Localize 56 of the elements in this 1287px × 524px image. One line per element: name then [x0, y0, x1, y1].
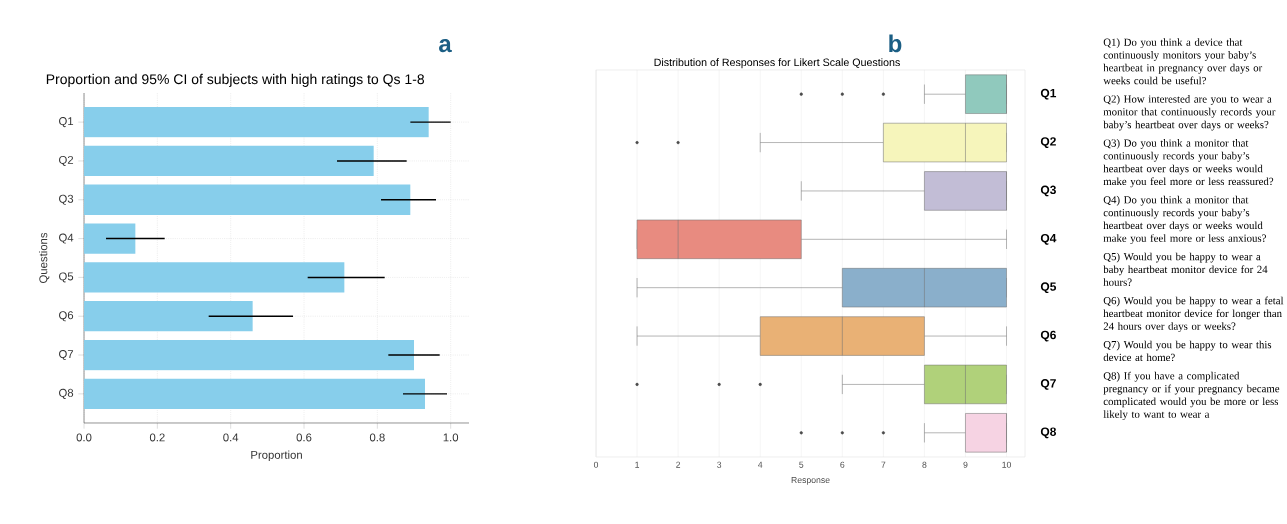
x-tick-label: 9 [963, 461, 968, 468]
text: Q4) Do you think a monitor that continuously records your baby’s heartbeat over days or weeks would make you feel more or less anxious? [1103, 195, 1266, 245]
x-axis-title: Response [791, 477, 830, 485]
bar [84, 301, 253, 332]
y-tick-label: Q6 [59, 311, 74, 322]
text: Q8) If you have a complicated pregnancy or if your pregnancy became complicated would you be more or less likely to want to wear a [1103, 371, 1280, 421]
bar [84, 339, 415, 371]
text: a [439, 39, 452, 53]
y-axis-title: Questions [38, 232, 50, 283]
y-tick-label: Q7 [1040, 379, 1056, 390]
y-tick-label: Q5 [1040, 282, 1057, 294]
x-tick-label: 6 [840, 461, 845, 468]
x-tick-label: 0.6 [296, 433, 312, 442]
x-tick-label: 4 [758, 461, 763, 468]
text: Q6) Would you be happy to wear a fetal heartbeat monitor device for longer than 24 hours over days or weeks? [1103, 296, 1284, 333]
y-tick-label: Q8 [59, 388, 74, 399]
y-tick-label: Q2 [1040, 137, 1056, 148]
chart-title: Proportion and 95% CI of subjects with high ratings to Qs 1-8 [46, 73, 425, 87]
x-tick-label: 0.4 [223, 433, 239, 442]
text: b [889, 34, 902, 53]
x-tick-label: 1.0 [443, 433, 459, 442]
x-tick-label: 0.8 [369, 433, 385, 442]
bar [84, 184, 411, 215]
y-tick-label: Q6 [1040, 330, 1056, 342]
y-tick-label: Q2 [59, 155, 74, 166]
bar [84, 145, 374, 177]
text: Q7) Would you be happy to wear this device at home? [1103, 340, 1272, 362]
x-tick-label: 10 [1002, 461, 1011, 468]
x-tick-label: 0.2 [149, 433, 165, 442]
x-axis-title: Proportion [251, 450, 302, 462]
y-tick-label: Q1 [59, 117, 74, 128]
y-tick-label: Q4 [59, 233, 74, 244]
y-tick-label: Q5 [59, 272, 74, 283]
text: Q3) Do you think a monitor that continuously records your baby’s heartbeat over days or weeks would make you feel more or less reassured? [1103, 139, 1274, 188]
y-tick-label: Q3 [1040, 185, 1056, 197]
x-tick-label: 1 [635, 461, 640, 468]
y-tick-label: Q3 [59, 194, 74, 205]
bar [84, 223, 136, 254]
bar [84, 262, 345, 293]
x-tick-label: 2 [676, 461, 681, 468]
x-tick-label: 7 [881, 461, 886, 468]
text: Q1) Do you think a device that continuously monitors your baby’s heartbeat in pregnancy over days or weeks could be useful? [1103, 38, 1263, 85]
bar [84, 378, 426, 410]
chart-title: Distribution of Responses for Likert Scale Questions [654, 58, 900, 69]
y-tick-label: Q4 [1040, 233, 1057, 245]
text: Q2) How interested are you to wear a monitor that continuously records your baby’s heartbeat over days or weeks? [1103, 95, 1276, 131]
y-tick-label: Q7 [59, 350, 74, 361]
bar [84, 106, 429, 138]
x-tick-label: 0 [593, 461, 599, 468]
x-tick-label: 5 [799, 461, 804, 468]
x-tick-label: 8 [922, 461, 927, 468]
y-tick-label: Q1 [1040, 88, 1057, 100]
text: Q5) Would you be happy to wear a baby heartbeat monitor device for 24 hours? [1103, 252, 1268, 286]
y-tick-label: Q8 [1040, 427, 1057, 439]
x-tick-label: 0.0 [76, 433, 92, 442]
x-tick-label: 3 [717, 461, 722, 468]
